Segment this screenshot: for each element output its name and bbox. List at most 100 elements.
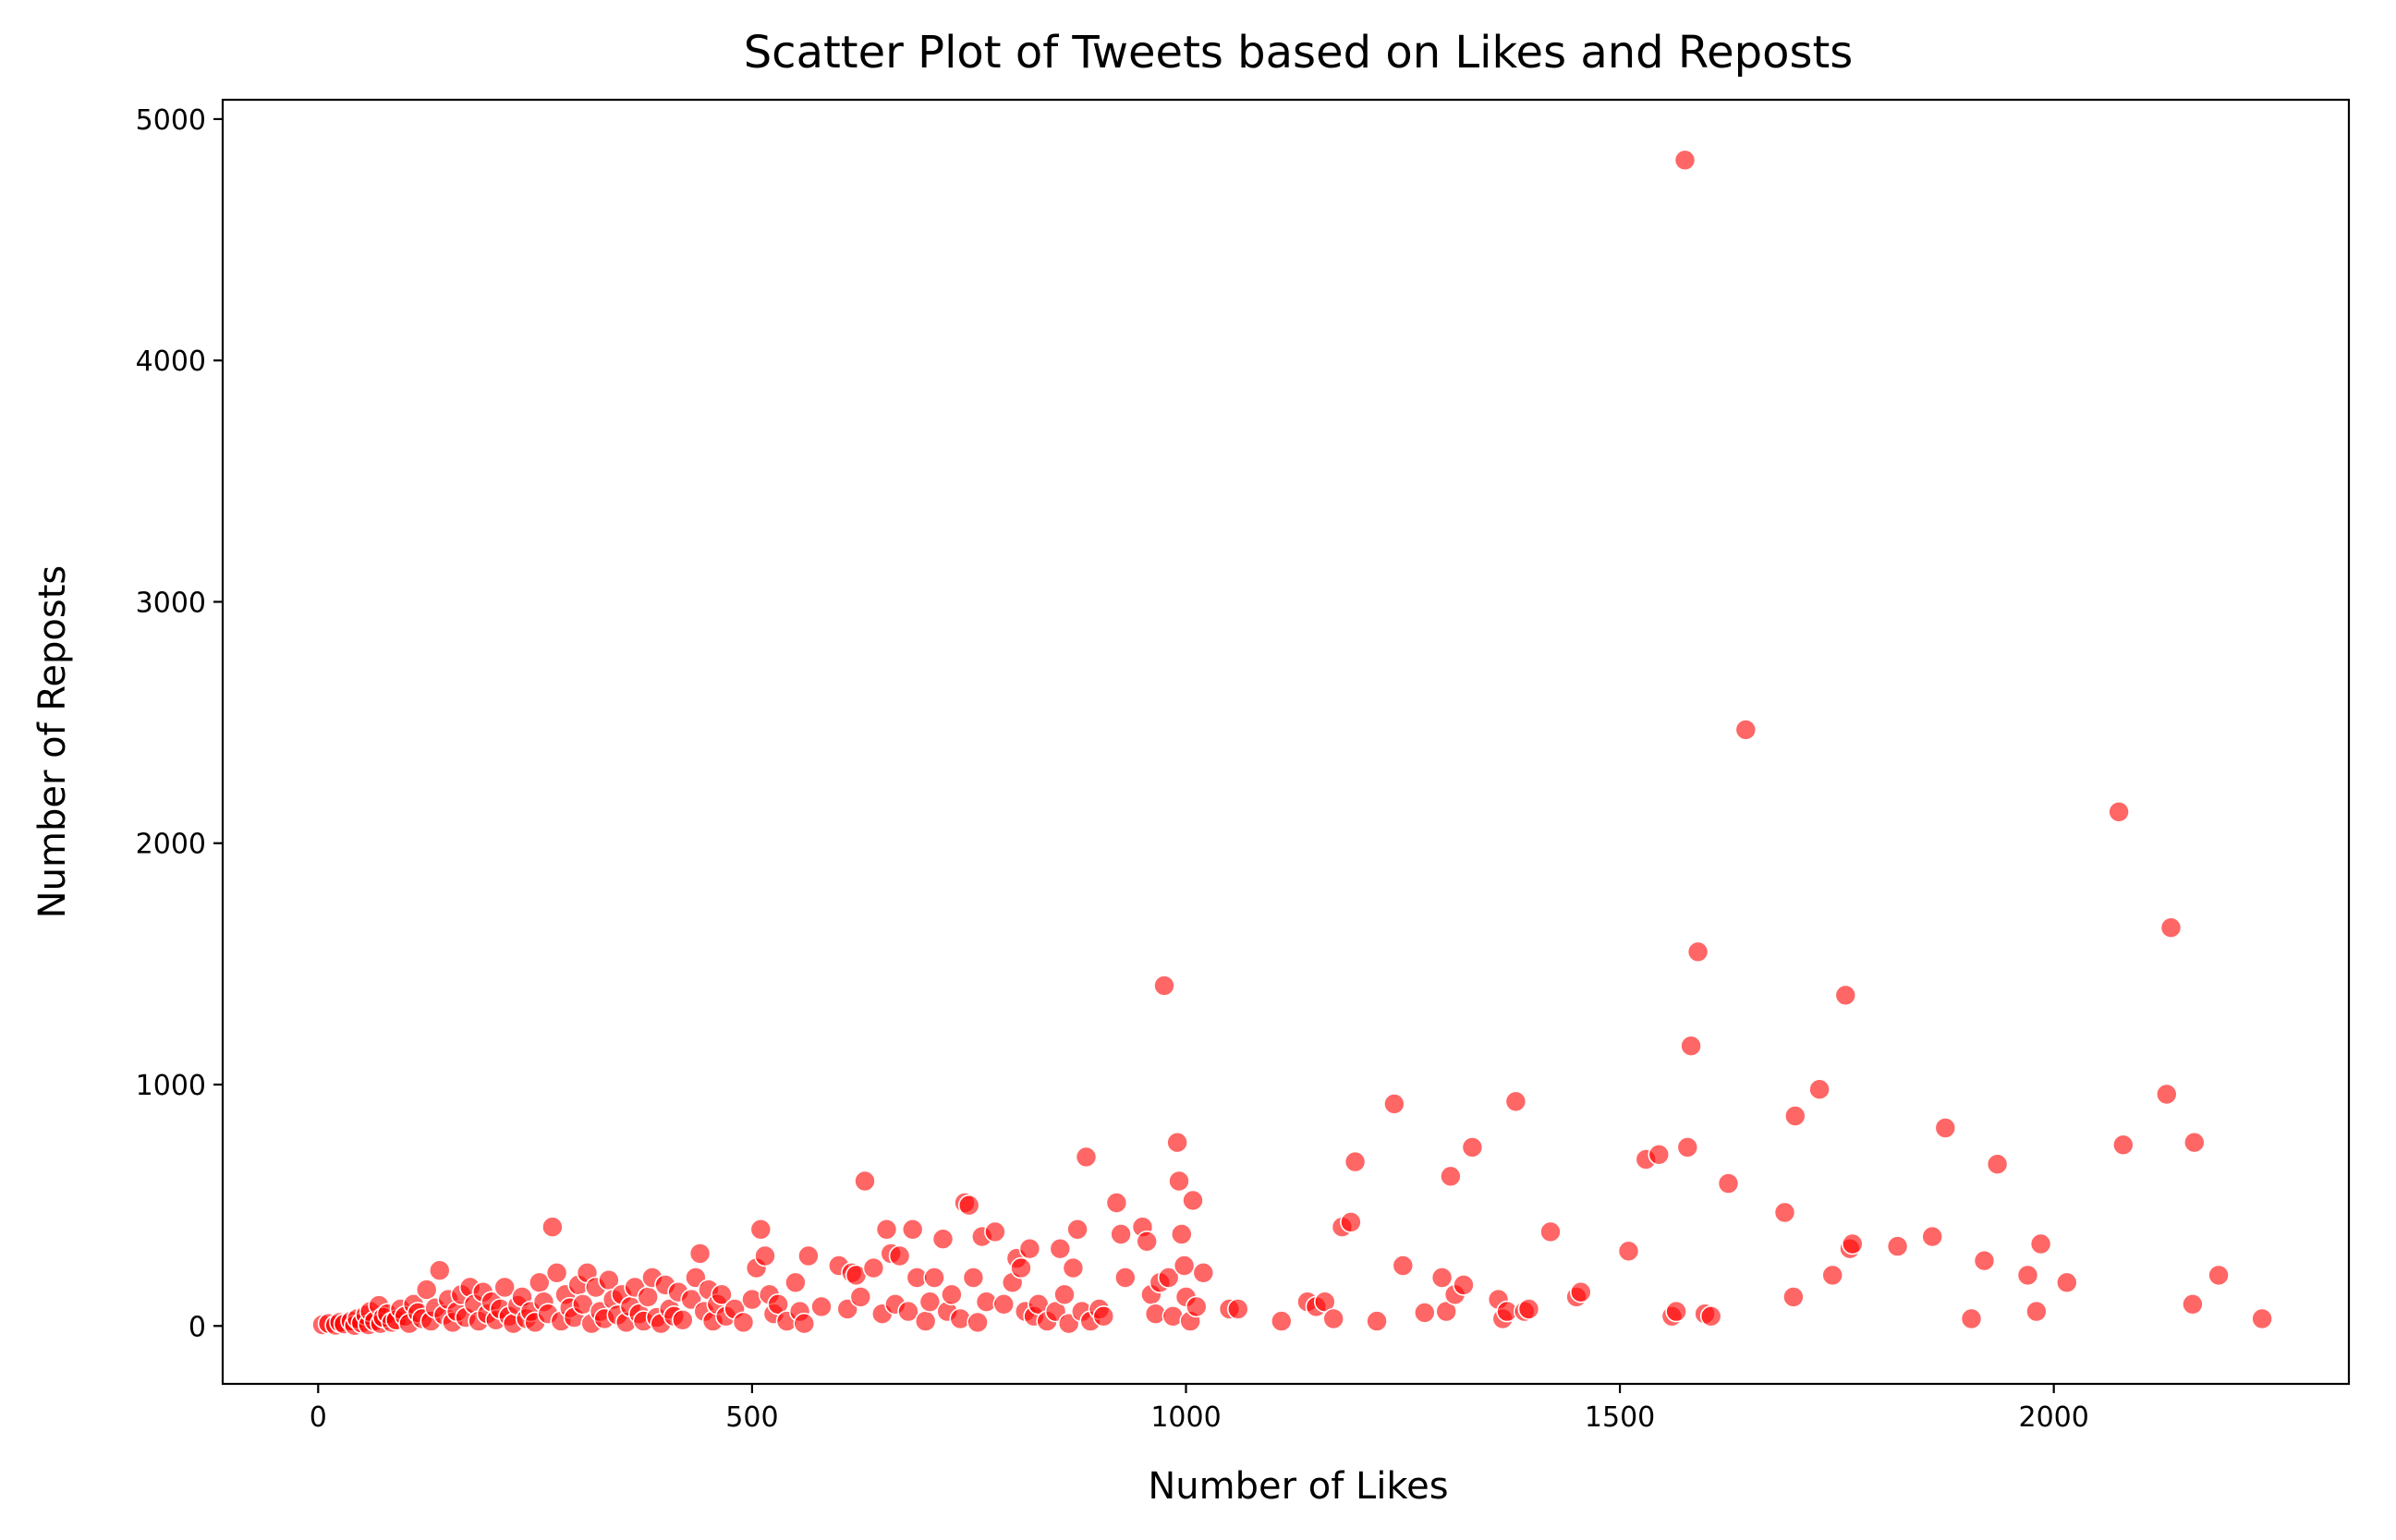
data-point xyxy=(1227,1298,1249,1320)
data-point xyxy=(1921,1225,1943,1248)
data-point xyxy=(941,1283,963,1306)
data-point xyxy=(1392,1255,1415,1277)
data-point xyxy=(1440,1165,1462,1188)
x-tick-label: 500 xyxy=(725,1401,778,1434)
x-tick-label: 1500 xyxy=(1585,1401,1655,1434)
data-point xyxy=(1075,1146,1098,1169)
data-point xyxy=(1834,984,1857,1007)
data-point xyxy=(962,1267,985,1289)
data-point xyxy=(1168,1170,1190,1193)
data-point xyxy=(2183,1131,2206,1154)
data-point xyxy=(914,1310,937,1332)
data-point xyxy=(810,1295,833,1318)
data-point xyxy=(1934,1117,1957,1139)
data-point xyxy=(875,1219,898,1241)
data-point xyxy=(1842,1232,1864,1255)
data-point xyxy=(1648,1144,1671,1166)
data-point xyxy=(541,1216,564,1238)
data-point xyxy=(1717,1172,1740,1194)
data-point xyxy=(1182,1189,1204,1212)
y-tick-label: 0 xyxy=(189,1311,206,1343)
data-point xyxy=(732,1311,755,1334)
data-point xyxy=(784,1271,807,1294)
data-point xyxy=(1773,1201,1796,1224)
data-point xyxy=(493,1276,517,1299)
data-point xyxy=(957,1194,980,1217)
data-point xyxy=(1322,1307,1344,1330)
y-axis-label: Number of Reposts xyxy=(31,565,74,919)
y-tick-label: 4000 xyxy=(136,346,206,378)
data-point xyxy=(1973,1249,1996,1272)
data-point xyxy=(2156,1083,2178,1106)
data-point xyxy=(901,1219,924,1241)
data-point xyxy=(767,1293,789,1316)
y-tick-label: 5000 xyxy=(136,104,206,137)
data-point xyxy=(415,1279,438,1301)
y-tick-label: 2000 xyxy=(136,829,206,861)
data-point xyxy=(923,1267,945,1289)
data-point xyxy=(1110,1223,1132,1245)
data-point xyxy=(1062,1256,1085,1279)
data-point xyxy=(1271,1310,1293,1332)
data-point xyxy=(1171,1223,1193,1245)
x-axis-label: Number of Likes xyxy=(1148,1465,1448,1508)
points-layer xyxy=(311,149,2273,1337)
data-point xyxy=(992,1293,1016,1316)
data-point xyxy=(1018,1237,1041,1260)
data-point xyxy=(1517,1298,1540,1320)
data-point xyxy=(2251,1307,2273,1330)
data-point xyxy=(1340,1211,1362,1233)
data-point xyxy=(862,1256,885,1279)
data-point xyxy=(2056,1271,2078,1294)
data-point xyxy=(2159,916,2183,940)
x-tick-label: 0 xyxy=(310,1401,327,1434)
data-point xyxy=(2108,800,2130,823)
data-point xyxy=(897,1300,919,1323)
plot-frame xyxy=(221,98,2351,1386)
x-tick-label: 1000 xyxy=(1150,1401,1221,1434)
data-point xyxy=(1157,1267,1180,1289)
chart-title: Scatter Plot of Tweets based on Likes an… xyxy=(744,27,1854,79)
data-point xyxy=(2207,1264,2230,1287)
data-point xyxy=(1010,1256,1032,1279)
data-point xyxy=(1430,1267,1453,1289)
data-point xyxy=(1570,1280,1592,1304)
data-point xyxy=(1344,1150,1367,1173)
data-point xyxy=(1680,1035,1702,1057)
data-point xyxy=(1314,1291,1336,1313)
data-point xyxy=(1105,1192,1128,1214)
data-point xyxy=(888,1244,911,1267)
data-point xyxy=(1114,1267,1137,1289)
data-point xyxy=(1617,1240,1640,1263)
data-point xyxy=(1414,1302,1436,1324)
data-point xyxy=(711,1283,733,1306)
data-point xyxy=(1539,1220,1562,1243)
y-tick-label: 3000 xyxy=(136,587,206,619)
data-point xyxy=(1053,1283,1076,1306)
data-point xyxy=(1673,149,1697,172)
data-point xyxy=(1136,1231,1158,1253)
data-point xyxy=(918,1291,942,1313)
data-point xyxy=(1192,1262,1215,1284)
data-point xyxy=(2182,1293,2204,1316)
data-point xyxy=(967,1311,989,1334)
data-point xyxy=(1435,1300,1457,1323)
data-point xyxy=(1066,1219,1089,1241)
data-point xyxy=(2112,1134,2135,1157)
data-point xyxy=(1886,1235,1909,1257)
data-point xyxy=(1049,1237,1072,1260)
data-point xyxy=(1453,1274,1475,1296)
data-point xyxy=(749,1219,772,1241)
y-tick-label: 1000 xyxy=(136,1070,206,1102)
data-point xyxy=(1734,719,1757,741)
data-point xyxy=(545,1262,568,1284)
data-point xyxy=(754,1244,776,1267)
data-point xyxy=(688,1243,712,1265)
x-tick-label: 2000 xyxy=(2018,1401,2088,1434)
data-point xyxy=(1173,1255,1196,1277)
data-point xyxy=(1960,1307,1983,1330)
data-point xyxy=(1821,1264,1843,1287)
data-point xyxy=(1383,1093,1405,1115)
data-point xyxy=(671,1309,694,1331)
data-point xyxy=(1366,1310,1388,1332)
